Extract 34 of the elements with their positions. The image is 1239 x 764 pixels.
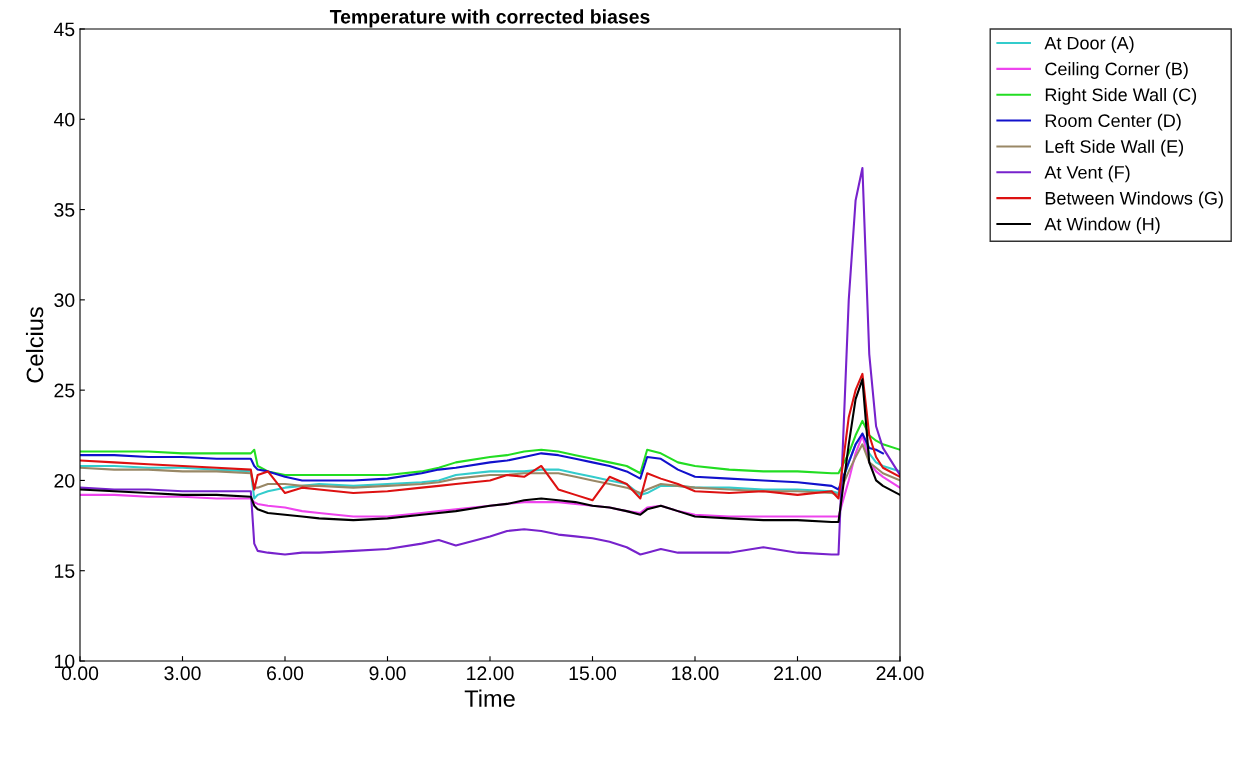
legend-label: Right Side Wall (C)	[1045, 87, 1197, 105]
line-series	[80, 372, 900, 502]
legend-label: At Window (H)	[1044, 217, 1160, 235]
y-tick-label: 15	[55, 564, 75, 578]
legend-label: Room Center (D)	[1045, 113, 1181, 131]
x-tick-label: 12.00	[467, 666, 514, 681]
legend-label: Left Side Wall (E)	[1045, 139, 1184, 157]
x-tick-label: 15.00	[569, 666, 617, 681]
legend-label: At Door (A)	[1044, 36, 1134, 54]
x-axis-title: Time	[464, 689, 515, 707]
x-tick-label: 18.00	[672, 666, 719, 681]
legend-label: Between Windows (G)	[1045, 191, 1223, 209]
y-axis-title: Celcius	[25, 307, 44, 383]
y-tick-label: 40	[53, 112, 75, 127]
y-tick-label: 30	[54, 293, 75, 308]
chart-title: Temperature with corrected biases	[329, 9, 650, 28]
y-tick-label: 45	[53, 22, 75, 37]
line-series	[80, 434, 900, 518]
line-series	[80, 419, 900, 477]
x-tick-label: 6.00	[267, 666, 304, 681]
y-tick-label: 35	[54, 203, 75, 217]
legend-label: Ceiling Corner (B)	[1045, 62, 1188, 79]
y-tick-label: 25	[54, 383, 75, 398]
line-series	[80, 432, 884, 491]
x-tick-label: 3.00	[164, 666, 201, 681]
legend-label: At Vent (F)	[1044, 165, 1130, 183]
y-tick-label: 10	[55, 654, 75, 669]
x-tick-label: 24.00	[876, 666, 924, 681]
x-tick-label: 0.00	[61, 666, 99, 681]
line-series	[80, 167, 900, 556]
line-series	[80, 443, 900, 496]
y-tick-label: 20	[54, 473, 75, 488]
x-tick-label: 9.00	[369, 666, 406, 681]
x-tick-label: 21.00	[774, 666, 822, 681]
